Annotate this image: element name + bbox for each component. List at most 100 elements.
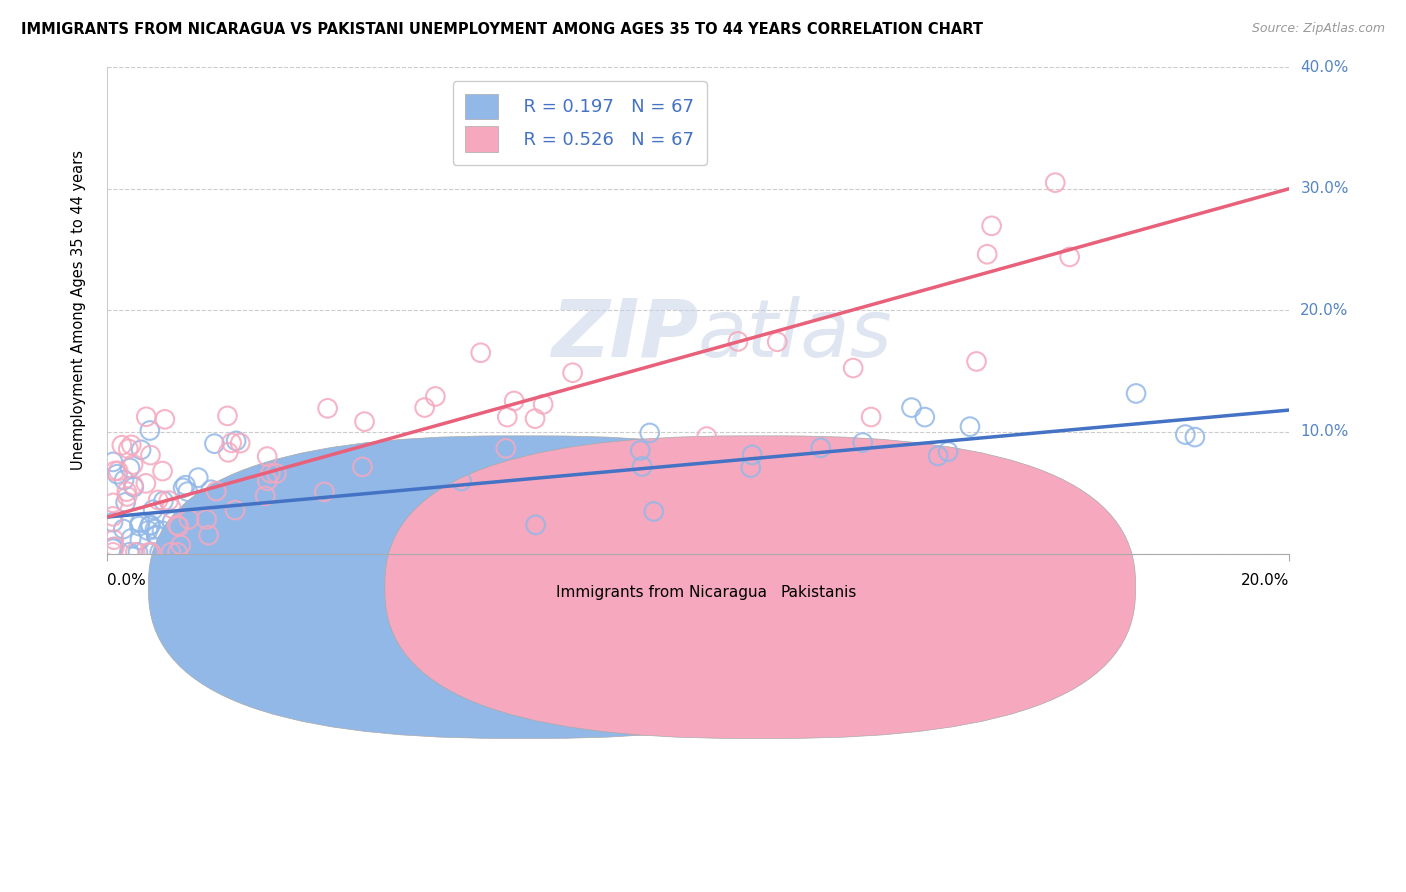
Point	[101, 545, 124, 559]
Point	[156, 545, 179, 559]
Text: Pakistanis: Pakistanis	[780, 585, 858, 600]
Point	[561, 366, 583, 380]
Point	[900, 401, 922, 415]
Text: atlas: atlas	[699, 295, 893, 374]
Point	[914, 410, 936, 425]
Point	[172, 481, 194, 495]
Point	[200, 483, 222, 497]
Point	[195, 512, 218, 526]
Point	[101, 509, 124, 524]
Point	[307, 508, 329, 522]
Point	[128, 533, 150, 547]
Point	[177, 512, 200, 526]
Text: IMMIGRANTS FROM NICARAGUA VS PAKISTANI UNEMPLOYMENT AMONG AGES 35 TO 44 YEARS CO: IMMIGRANTS FROM NICARAGUA VS PAKISTANI U…	[21, 22, 983, 37]
Point	[267, 496, 290, 510]
Point	[160, 515, 183, 529]
Point	[927, 449, 949, 463]
Point	[425, 389, 447, 403]
Point	[1174, 427, 1197, 442]
Point	[122, 480, 145, 494]
Point	[225, 434, 247, 448]
Point	[160, 501, 183, 516]
Text: 40.0%: 40.0%	[1301, 60, 1348, 75]
Point	[120, 532, 142, 546]
Point	[122, 458, 145, 472]
Text: 0.0%: 0.0%	[107, 573, 146, 588]
Point	[139, 424, 162, 438]
Point	[129, 516, 152, 530]
Point	[860, 409, 883, 424]
Point	[139, 545, 162, 559]
Point	[810, 441, 832, 455]
Text: 20.0%: 20.0%	[1241, 573, 1289, 588]
Point	[628, 443, 651, 458]
Point	[256, 450, 278, 464]
Point	[285, 490, 308, 504]
Point	[114, 495, 136, 509]
Point	[205, 484, 228, 499]
Point	[139, 518, 162, 533]
Text: 10.0%: 10.0%	[1301, 425, 1348, 440]
Point	[352, 459, 374, 474]
Point	[308, 496, 330, 510]
Point	[531, 397, 554, 411]
Text: 20.0%: 20.0%	[1301, 302, 1348, 318]
Point	[1125, 386, 1147, 401]
Point	[101, 540, 124, 554]
Point	[152, 464, 174, 478]
Point	[142, 503, 165, 517]
Point	[117, 442, 139, 456]
Point	[215, 484, 238, 499]
Point	[167, 519, 190, 533]
Point	[107, 464, 129, 478]
Point	[166, 518, 188, 533]
Point	[638, 425, 661, 440]
Point	[103, 540, 125, 554]
Point	[852, 435, 875, 450]
Point	[741, 448, 763, 462]
Point	[143, 522, 166, 536]
Point	[314, 484, 336, 499]
Point	[135, 409, 157, 424]
Y-axis label: Unemployment Among Ages 35 to 44 years: Unemployment Among Ages 35 to 44 years	[72, 151, 86, 470]
Point	[631, 459, 654, 474]
Point	[959, 419, 981, 434]
Point	[980, 219, 1002, 233]
Point	[136, 524, 159, 538]
Point	[266, 474, 288, 488]
Point	[145, 528, 167, 542]
Point	[101, 515, 124, 529]
Point	[177, 484, 200, 499]
Point	[450, 474, 472, 488]
Point	[221, 436, 243, 450]
Point	[124, 545, 146, 559]
Point	[524, 517, 547, 532]
Point	[104, 464, 127, 478]
Point	[229, 436, 252, 450]
Point	[118, 545, 141, 559]
Point	[353, 415, 375, 429]
Point	[128, 519, 150, 533]
Point	[1059, 250, 1081, 264]
Point	[224, 503, 246, 517]
Point	[111, 438, 134, 452]
Point	[316, 401, 339, 416]
Legend:   R = 0.197   N = 67,   R = 0.526   N = 67: R = 0.197 N = 67, R = 0.526 N = 67	[453, 81, 707, 165]
Point	[138, 545, 160, 559]
Point	[197, 528, 219, 542]
Point	[395, 467, 418, 481]
Point	[115, 490, 138, 504]
Point	[101, 541, 124, 556]
Point	[141, 545, 163, 559]
Text: 30.0%: 30.0%	[1301, 181, 1348, 196]
Point	[112, 473, 135, 487]
Point	[152, 494, 174, 508]
Point	[367, 524, 389, 538]
Point	[254, 489, 277, 503]
Point	[150, 524, 173, 538]
Point	[643, 504, 665, 518]
Point	[153, 412, 176, 426]
FancyBboxPatch shape	[149, 436, 898, 739]
Point	[101, 496, 124, 510]
Point	[766, 334, 789, 349]
